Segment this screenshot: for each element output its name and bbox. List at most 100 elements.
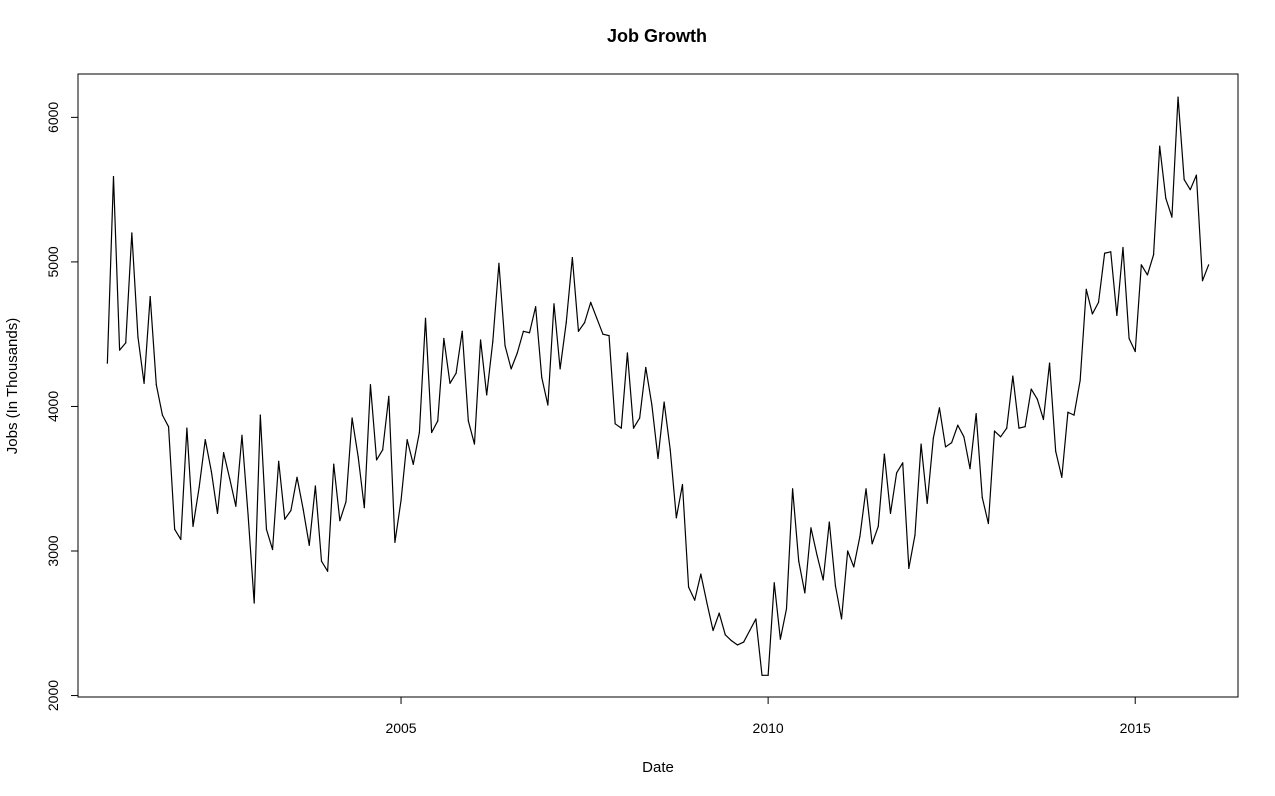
- data-point: [167, 426, 170, 428]
- data-point: [229, 478, 231, 480]
- data-point: [155, 384, 157, 386]
- data-point: [896, 472, 898, 474]
- data-point: [571, 256, 573, 259]
- data-point: [669, 449, 671, 451]
- data-point: [987, 522, 989, 525]
- data-point: [424, 317, 427, 319]
- data-point: [969, 468, 971, 470]
- data-point: [694, 599, 696, 601]
- data-point: [706, 602, 708, 604]
- data-point: [125, 342, 127, 344]
- data-point: [792, 488, 794, 490]
- data-point: [865, 488, 867, 490]
- data-point: [375, 459, 378, 461]
- data-point: [767, 674, 769, 676]
- data-point: [1165, 197, 1167, 199]
- series-line: [106, 96, 1210, 676]
- x-tick-label: 2010: [753, 720, 784, 736]
- data-point: [504, 345, 506, 347]
- data-point: [357, 456, 359, 458]
- data-point: [700, 573, 702, 575]
- data-point: [1091, 313, 1093, 315]
- data-point: [883, 453, 885, 455]
- data-point: [718, 612, 720, 614]
- data-point: [639, 417, 641, 419]
- data-point: [400, 499, 402, 502]
- data-point: [137, 336, 139, 338]
- x-tick-label: 2005: [385, 720, 416, 736]
- data-point: [443, 337, 445, 340]
- data-point: [743, 641, 745, 643]
- data-point: [914, 534, 916, 536]
- data-point: [1067, 411, 1069, 413]
- data-point: [259, 414, 261, 416]
- data-point: [1042, 418, 1045, 421]
- data-point: [290, 509, 292, 512]
- data-point: [528, 332, 531, 334]
- data-point: [1018, 427, 1020, 429]
- data-point: [1110, 251, 1112, 253]
- data-point: [993, 430, 996, 432]
- data-point: [535, 306, 537, 308]
- data-point: [186, 427, 188, 429]
- data-point: [920, 443, 922, 445]
- data-point: [822, 579, 824, 581]
- data-point: [651, 404, 653, 406]
- data-point: [645, 366, 647, 369]
- data-point: [785, 608, 788, 610]
- data-point: [418, 431, 420, 434]
- data-point: [871, 543, 873, 545]
- data-point: [1195, 174, 1197, 176]
- data-point: [1177, 96, 1179, 98]
- data-point: [382, 449, 384, 451]
- data-point: [834, 585, 837, 587]
- data-point: [938, 407, 941, 409]
- data-point: [143, 382, 145, 384]
- data-point: [712, 629, 714, 632]
- data-point: [1012, 375, 1014, 377]
- data-point: [431, 431, 433, 434]
- data-point: [119, 349, 121, 351]
- y-tick-label: 4000: [45, 391, 61, 422]
- data-point: [755, 618, 757, 620]
- data-point: [388, 395, 390, 397]
- data-point: [253, 602, 255, 604]
- data-point: [174, 528, 176, 530]
- data-point: [1183, 178, 1185, 181]
- data-point: [602, 333, 604, 335]
- data-point: [265, 528, 268, 530]
- data-point: [761, 674, 763, 676]
- data-point: [1097, 301, 1100, 303]
- data-point: [516, 352, 518, 354]
- data-point: [492, 340, 494, 343]
- data-point: [847, 550, 849, 552]
- data-point: [632, 427, 635, 429]
- data-point: [406, 439, 408, 441]
- data-point: [1152, 254, 1155, 256]
- plot-frame: [77, 73, 1239, 698]
- data-points: [106, 96, 1210, 676]
- data-point: [296, 476, 298, 478]
- data-point: [1048, 362, 1051, 364]
- y-axis-label: Jobs (In Thousands): [4, 318, 21, 454]
- data-point: [810, 527, 812, 529]
- data-point: [926, 502, 928, 504]
- y-tick-label: 3000: [45, 535, 61, 566]
- data-point: [583, 322, 586, 324]
- data-point: [467, 420, 469, 422]
- data-point: [1061, 476, 1063, 478]
- data-point: [522, 330, 525, 332]
- data-point: [981, 496, 983, 499]
- data-point: [773, 582, 775, 584]
- data-point: [369, 384, 372, 386]
- data-point: [559, 368, 561, 370]
- data-point: [223, 452, 225, 454]
- data-point: [412, 463, 414, 465]
- data-point: [455, 372, 457, 374]
- data-point: [596, 317, 598, 319]
- data-point: [345, 501, 347, 503]
- data-point: [461, 330, 463, 332]
- data-point: [1055, 450, 1057, 452]
